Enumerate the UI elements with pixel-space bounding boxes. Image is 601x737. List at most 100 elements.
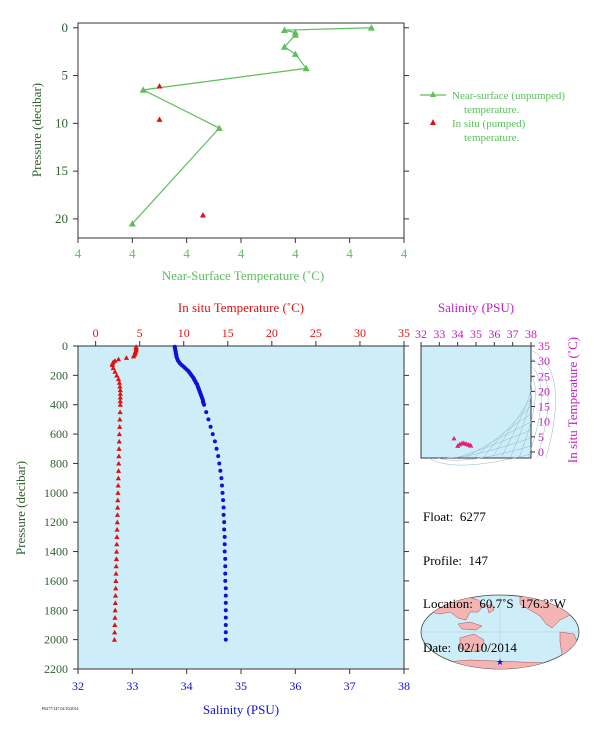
- temperature-point: [117, 391, 123, 396]
- temperature-point: [117, 402, 123, 407]
- temperature-point: [116, 446, 122, 451]
- legend-triangle-red: [430, 119, 436, 125]
- salinity-point: [223, 564, 228, 569]
- ts-y-tick-label: 15: [538, 400, 550, 414]
- density-contour: [455, 429, 532, 459]
- near-surface-plot-area: [77, 22, 405, 239]
- temperature-point: [115, 376, 122, 382]
- salinity-point: [206, 417, 211, 422]
- ts-point: [468, 443, 474, 448]
- near-surface-y-label: Pressure (decibar): [29, 83, 44, 177]
- map-land-antarctica: [421, 659, 579, 669]
- temperature-point: [114, 519, 120, 525]
- ns-x-tick-label: 4: [129, 246, 136, 261]
- near-surface-series: [128, 24, 375, 227]
- unpumped-point: [280, 26, 288, 33]
- ns-y-tick-label: 5: [62, 68, 69, 83]
- map-land-indonesia: [457, 621, 483, 631]
- ts-y-tick-label: 5: [538, 430, 544, 444]
- temperature-point: [114, 526, 120, 532]
- temperature-tick-label: 10: [178, 326, 190, 340]
- profile-plot-area: [77, 345, 405, 670]
- density-contour: [527, 365, 542, 459]
- salinity-point: [223, 586, 228, 591]
- density-contour: [530, 349, 556, 459]
- figure-reference: F6277/147 02/10/2014: [42, 706, 79, 711]
- temperature-tick-label: 35: [398, 326, 410, 340]
- unpumped-point: [128, 220, 136, 227]
- salinity-tick-label: 32: [72, 679, 84, 693]
- temperature-tick-label: 5: [137, 326, 143, 340]
- profile-y-label: Pressure (decibar): [13, 461, 28, 555]
- unpumped-point: [291, 31, 299, 38]
- ts-y-tick-label: 35: [538, 339, 550, 353]
- ts-point: [457, 441, 462, 447]
- salinity-point: [212, 439, 217, 444]
- ts-x-tick-label: 37: [507, 327, 519, 341]
- ts-y-tick-label: 20: [538, 384, 550, 398]
- near-surface-x-ticks: 4 4 4 4 4 4 4: [75, 238, 408, 261]
- ts-y-tick-label: 10: [538, 415, 550, 429]
- temperature-point: [116, 380, 123, 385]
- ts-points: [451, 435, 474, 448]
- temperature-point: [113, 585, 119, 591]
- temperature-point: [115, 468, 122, 473]
- temperature-point: [112, 607, 118, 613]
- temperature-point: [112, 600, 118, 606]
- salinity-point: [210, 432, 215, 437]
- temperature-point: [112, 369, 118, 374]
- density-contour: [437, 445, 532, 461]
- salinity-point: [214, 446, 219, 451]
- temperature-axis-label: In situ Temperature (˚C): [178, 300, 304, 315]
- float-location-marker: ★: [496, 657, 504, 667]
- map-land-australia: [459, 633, 485, 653]
- density-contour: [500, 389, 532, 459]
- ts-point: [451, 435, 457, 441]
- profile-y-tick-label: 0: [62, 339, 68, 353]
- profile-date: Date: 02/10/2014: [423, 639, 517, 655]
- ts-x-ticks: 32 33 34 35 36 37 38: [415, 327, 537, 346]
- density-contour: [509, 381, 532, 459]
- ts-x-tick-label: 36: [488, 327, 500, 341]
- temperature-point: [115, 504, 121, 510]
- profile-y-tick-label: 1600: [44, 574, 68, 588]
- salinity-point: [223, 600, 228, 605]
- temperature-point: [114, 534, 120, 539]
- temperature-ticks: 0 5 10 15 20 25 30 35: [93, 326, 410, 346]
- temperature-point: [117, 383, 123, 389]
- near-surface-y-ticks: 0 5 10 15 20: [55, 20, 409, 226]
- temperature-point: [113, 556, 120, 561]
- ts-x-tick-label: 38: [525, 327, 537, 341]
- salinity-point: [223, 622, 228, 627]
- ts-x-tick-label: 34: [452, 327, 464, 341]
- temperature-point: [112, 592, 119, 598]
- temperature-tick-label: 20: [266, 326, 278, 340]
- temperature-point: [115, 475, 121, 481]
- density-contour: [530, 357, 549, 459]
- salinity-point: [222, 534, 227, 539]
- near-surface-x-label: Near-Surface Temperature (˚C): [162, 268, 324, 283]
- salinity-point: [223, 593, 228, 598]
- ns-x-tick-label: 4: [292, 246, 299, 261]
- unpumped-point: [291, 50, 299, 57]
- density-contour: [473, 413, 532, 459]
- salinity-point: [223, 556, 228, 561]
- ns-x-tick-label: 4: [401, 246, 408, 261]
- salinity-point: [223, 630, 228, 635]
- profile-y-ticks: 0 200 400 600 800 1000 1200 1400 1600 1800 2000 220…: [44, 339, 409, 676]
- legend-item-pumped: In situ (pumped) temperature.: [452, 118, 526, 144]
- temperature-point: [117, 398, 123, 404]
- density-contour: [518, 373, 536, 459]
- salinity-point: [222, 520, 227, 525]
- near-surface-legend: Near-surface (unpumped) temperature. In s…: [420, 90, 565, 144]
- salinity-point: [221, 498, 226, 503]
- temperature-point: [113, 570, 119, 576]
- density-contour: [428, 453, 532, 466]
- temperature-point: [117, 394, 123, 400]
- pumped-point: [156, 83, 163, 89]
- ts-x-label: Salinity (PSU): [438, 300, 514, 315]
- salinity-axis-label: Salinity (PSU): [203, 702, 279, 717]
- profile-y-tick-label: 1400: [44, 545, 68, 559]
